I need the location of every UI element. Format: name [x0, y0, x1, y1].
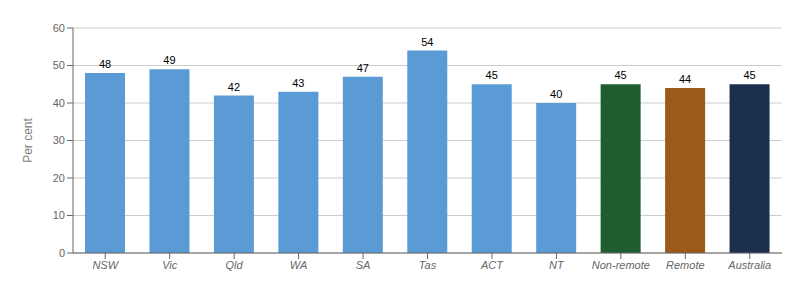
svg-text:50: 50 [53, 59, 65, 71]
svg-text:20: 20 [53, 172, 65, 184]
svg-text:60: 60 [53, 22, 65, 34]
svg-text:SA: SA [356, 259, 371, 271]
svg-text:45: 45 [743, 69, 755, 81]
svg-text:44: 44 [679, 73, 691, 85]
svg-text:NT: NT [549, 259, 565, 271]
svg-text:Per cent: Per cent [21, 117, 35, 162]
svg-text:42: 42 [228, 81, 240, 93]
svg-text:Qld: Qld [226, 259, 244, 271]
svg-text:Tas: Tas [419, 259, 437, 271]
svg-text:Non-remote: Non-remote [592, 259, 650, 271]
svg-text:43: 43 [292, 77, 304, 89]
svg-text:NSW: NSW [92, 259, 119, 271]
svg-text:47: 47 [357, 62, 369, 74]
svg-text:48: 48 [99, 58, 111, 70]
svg-text:Australia: Australia [727, 259, 771, 271]
svg-text:0: 0 [59, 247, 65, 259]
svg-text:49: 49 [163, 54, 175, 66]
svg-text:10: 10 [53, 209, 65, 221]
svg-text:40: 40 [550, 88, 562, 100]
svg-text:40: 40 [53, 97, 65, 109]
svg-text:45: 45 [615, 69, 627, 81]
svg-text:Vic: Vic [162, 259, 178, 271]
svg-text:WA: WA [290, 259, 308, 271]
svg-text:30: 30 [53, 134, 65, 146]
svg-text:45: 45 [486, 69, 498, 81]
svg-text:54: 54 [421, 36, 433, 48]
svg-text:Remote: Remote [666, 259, 705, 271]
svg-text:ACT: ACT [480, 259, 504, 271]
